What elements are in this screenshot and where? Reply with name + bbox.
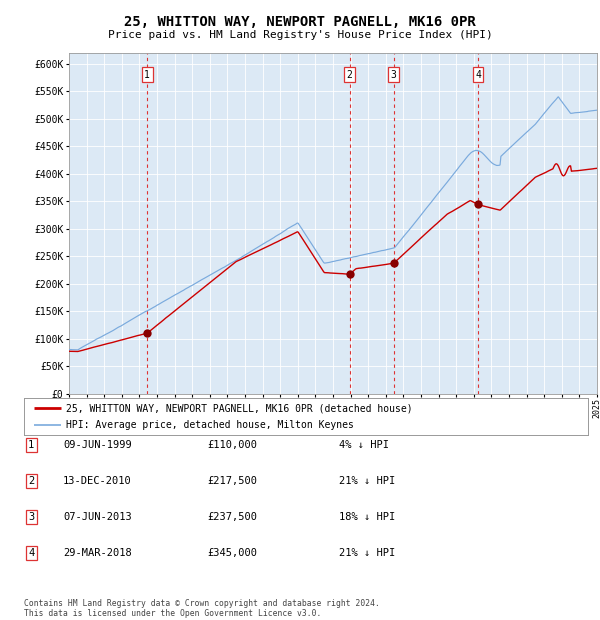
- Text: 07-JUN-2013: 07-JUN-2013: [63, 512, 132, 522]
- Text: Price paid vs. HM Land Registry's House Price Index (HPI): Price paid vs. HM Land Registry's House …: [107, 30, 493, 40]
- Text: 4% ↓ HPI: 4% ↓ HPI: [339, 440, 389, 450]
- Text: 3: 3: [28, 512, 34, 522]
- Text: 21% ↓ HPI: 21% ↓ HPI: [339, 548, 395, 558]
- Text: £217,500: £217,500: [207, 476, 257, 486]
- Text: Contains HM Land Registry data © Crown copyright and database right 2024.
This d: Contains HM Land Registry data © Crown c…: [24, 599, 380, 618]
- Text: 21% ↓ HPI: 21% ↓ HPI: [339, 476, 395, 486]
- Text: 4: 4: [475, 70, 481, 80]
- Text: 09-JUN-1999: 09-JUN-1999: [63, 440, 132, 450]
- Text: £110,000: £110,000: [207, 440, 257, 450]
- Text: 2: 2: [347, 70, 353, 80]
- Text: 25, WHITTON WAY, NEWPORT PAGNELL, MK16 0PR (detached house): 25, WHITTON WAY, NEWPORT PAGNELL, MK16 0…: [66, 403, 413, 413]
- Text: 25, WHITTON WAY, NEWPORT PAGNELL, MK16 0PR: 25, WHITTON WAY, NEWPORT PAGNELL, MK16 0…: [124, 16, 476, 30]
- Text: £237,500: £237,500: [207, 512, 257, 522]
- Text: 29-MAR-2018: 29-MAR-2018: [63, 548, 132, 558]
- Text: £345,000: £345,000: [207, 548, 257, 558]
- Text: 3: 3: [391, 70, 397, 80]
- Text: 2: 2: [28, 476, 34, 486]
- Text: 13-DEC-2010: 13-DEC-2010: [63, 476, 132, 486]
- Text: 1: 1: [144, 70, 150, 80]
- Text: 1: 1: [28, 440, 34, 450]
- Text: 18% ↓ HPI: 18% ↓ HPI: [339, 512, 395, 522]
- Text: 4: 4: [28, 548, 34, 558]
- Text: HPI: Average price, detached house, Milton Keynes: HPI: Average price, detached house, Milt…: [66, 420, 354, 430]
